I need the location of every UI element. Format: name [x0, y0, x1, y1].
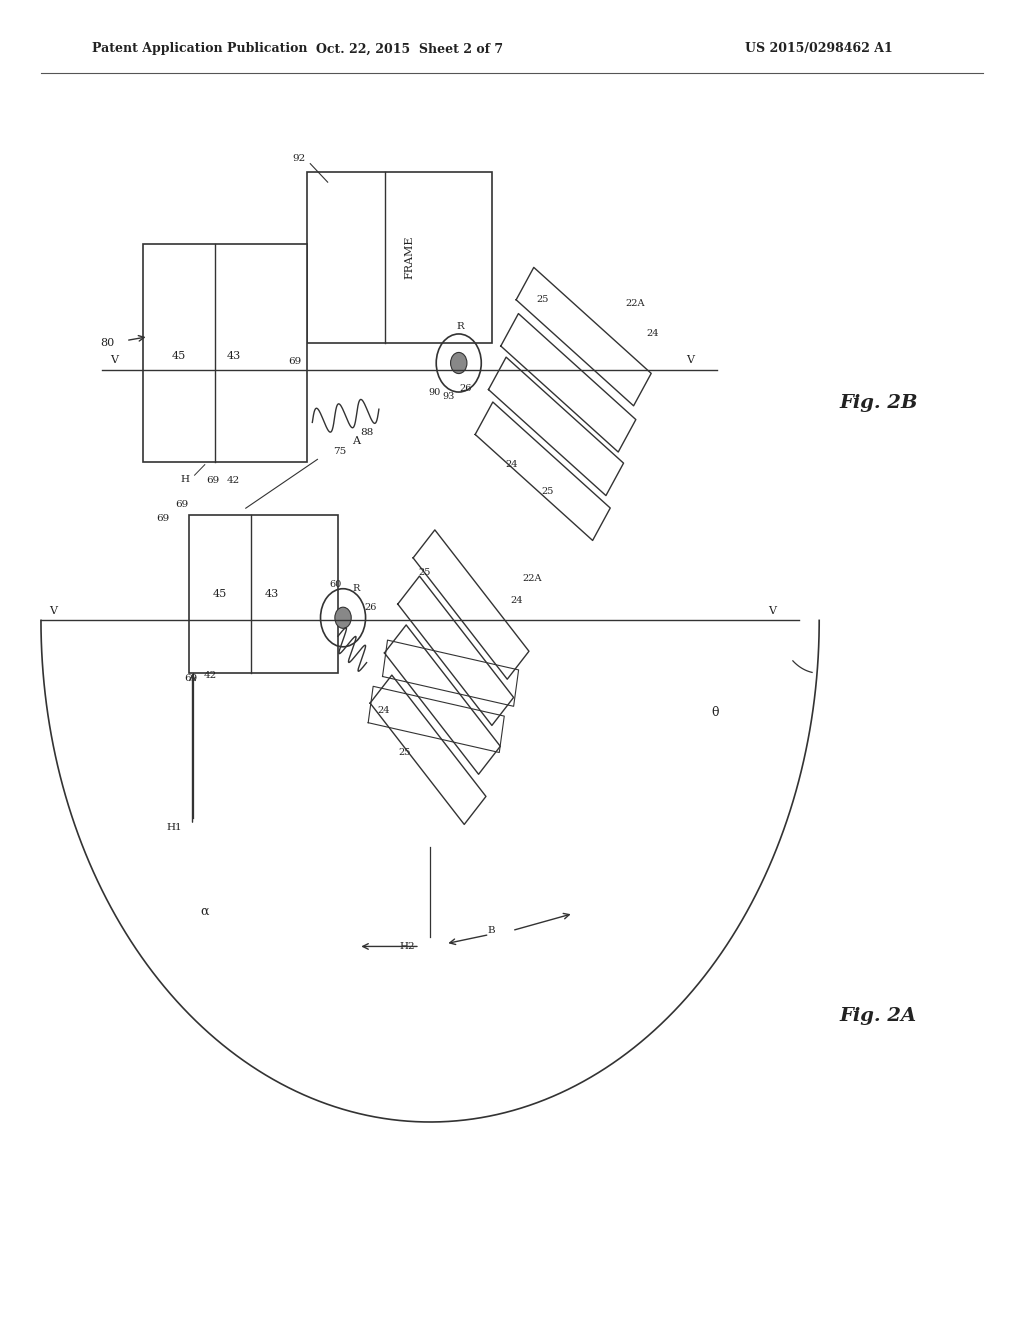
Text: Patent Application Publication: Patent Application Publication	[92, 42, 307, 55]
Text: 60: 60	[330, 581, 342, 589]
Text: 93: 93	[442, 392, 455, 400]
Text: 90: 90	[428, 388, 440, 396]
Bar	[307, 172, 492, 343]
Circle shape	[451, 352, 467, 374]
Text: Fig. 2A: Fig. 2A	[840, 1007, 916, 1026]
Text: A: A	[352, 436, 360, 446]
Text: 69: 69	[289, 358, 301, 366]
Text: V: V	[111, 355, 119, 366]
Text: 88: 88	[360, 429, 373, 437]
Text: R: R	[457, 322, 465, 330]
Text: H1: H1	[167, 824, 182, 832]
Text: 75: 75	[334, 447, 346, 455]
Text: 25: 25	[542, 487, 554, 495]
Text: 92: 92	[292, 154, 305, 162]
Text: 22A: 22A	[625, 300, 645, 308]
Text: V: V	[686, 355, 694, 366]
Text: 26: 26	[460, 384, 472, 392]
Text: 42: 42	[227, 477, 240, 484]
Text: θ: θ	[711, 706, 719, 719]
Text: 25: 25	[537, 296, 549, 304]
Text: H: H	[180, 475, 189, 483]
Text: 25: 25	[398, 748, 411, 756]
Text: 80: 80	[100, 338, 115, 348]
Text: α: α	[201, 904, 209, 917]
Text: B: B	[487, 927, 496, 935]
Text: 25: 25	[419, 569, 431, 577]
Circle shape	[335, 607, 351, 628]
Text: Fig. 2B: Fig. 2B	[840, 393, 919, 412]
Text: 24: 24	[506, 461, 518, 469]
Text: FRAME: FRAME	[404, 236, 415, 279]
Text: 24: 24	[646, 330, 658, 338]
Text: V: V	[768, 606, 776, 616]
Text: Oct. 22, 2015  Sheet 2 of 7: Oct. 22, 2015 Sheet 2 of 7	[316, 42, 503, 55]
Bar	[189, 515, 338, 673]
Text: 26: 26	[365, 603, 377, 611]
Text: 22A: 22A	[522, 574, 543, 582]
Text: 43: 43	[264, 589, 279, 599]
Text: 24: 24	[511, 597, 523, 605]
Text: 69: 69	[157, 515, 169, 523]
Text: V: V	[49, 606, 57, 616]
Text: 45: 45	[213, 589, 227, 599]
Text: 69: 69	[176, 500, 188, 508]
Text: 43: 43	[226, 351, 241, 362]
Bar	[143, 244, 307, 462]
Text: 24: 24	[378, 706, 390, 714]
Text: R: R	[352, 585, 360, 593]
Text: 69: 69	[184, 675, 197, 682]
Text: 42: 42	[204, 672, 216, 680]
Text: 45: 45	[172, 351, 186, 362]
Text: US 2015/0298462 A1: US 2015/0298462 A1	[745, 42, 893, 55]
Text: H2: H2	[399, 942, 416, 950]
Text: 69: 69	[207, 477, 219, 484]
